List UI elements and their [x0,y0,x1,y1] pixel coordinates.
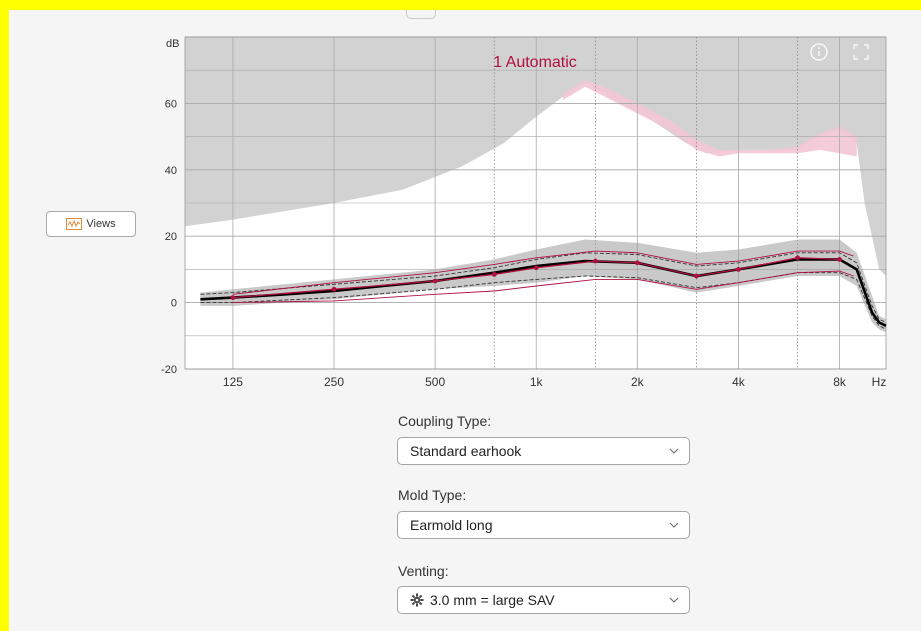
target-marker [533,265,539,271]
x-tick-label: 125 [223,375,243,389]
mold-type-label: Mold Type: [398,487,467,503]
audible-area [185,83,886,369]
x-tick-label: 2k [631,375,645,389]
target-marker [795,255,800,261]
target-marker [694,273,699,279]
chevron-down-icon [669,522,679,528]
chevron-down-icon [669,448,679,454]
mold-type-select[interactable]: Earmold long [397,511,690,539]
target-marker [432,278,438,284]
plot-border [184,36,887,370]
mold-type-value: Earmold long [410,517,493,533]
y-tick-label: -20 [161,364,177,376]
pink-band [562,80,857,157]
chart-title: 1 Automatic [493,54,577,71]
venting-label: Venting: [398,563,449,579]
fullscreen-icon[interactable] [853,44,869,60]
y-tick-label: 60 [165,98,177,110]
target-marker [592,258,598,264]
x-tick-label: 500 [425,375,445,389]
x-axis-unit: Hz [872,375,887,389]
target-marker [331,286,337,292]
target-marker [736,267,741,272]
coupling-type-label: Coupling Type: [398,413,492,429]
chevron-down-icon [669,597,679,603]
coupling-type-value: Standard earhook [410,443,522,459]
views-button-label: Views [86,218,116,230]
target-marker [634,260,640,266]
x-tick-label: 1k [530,375,544,389]
vent-gear-icon [410,593,424,607]
target-marker [837,257,842,262]
coupling-type-select[interactable]: Standard earhook [397,437,690,465]
views-button[interactable]: Views [46,211,136,237]
series-response-dashed-lower [200,272,887,330]
y-axis-unit: dB [166,38,179,50]
venting-select[interactable]: 3.0 mm = large SAV [397,586,690,614]
panel-top-handle[interactable] [406,10,436,19]
series-target-lower [232,270,854,304]
chart-wave-icon [66,218,83,230]
series-target-upper [232,250,854,295]
y-tick-label: 20 [165,231,177,243]
target-marker [230,295,236,301]
series-response-dashed-upper [200,252,887,323]
x-tick-label: 250 [324,375,344,389]
info-icon[interactable] [810,43,828,61]
x-tick-label: 8k [833,375,847,389]
y-tick-label: 0 [171,298,177,310]
target-marker [491,271,497,277]
y-tick-label: 40 [165,165,177,177]
x-tick-label: 4k [732,375,746,389]
venting-value: 3.0 mm = large SAV [430,592,555,608]
